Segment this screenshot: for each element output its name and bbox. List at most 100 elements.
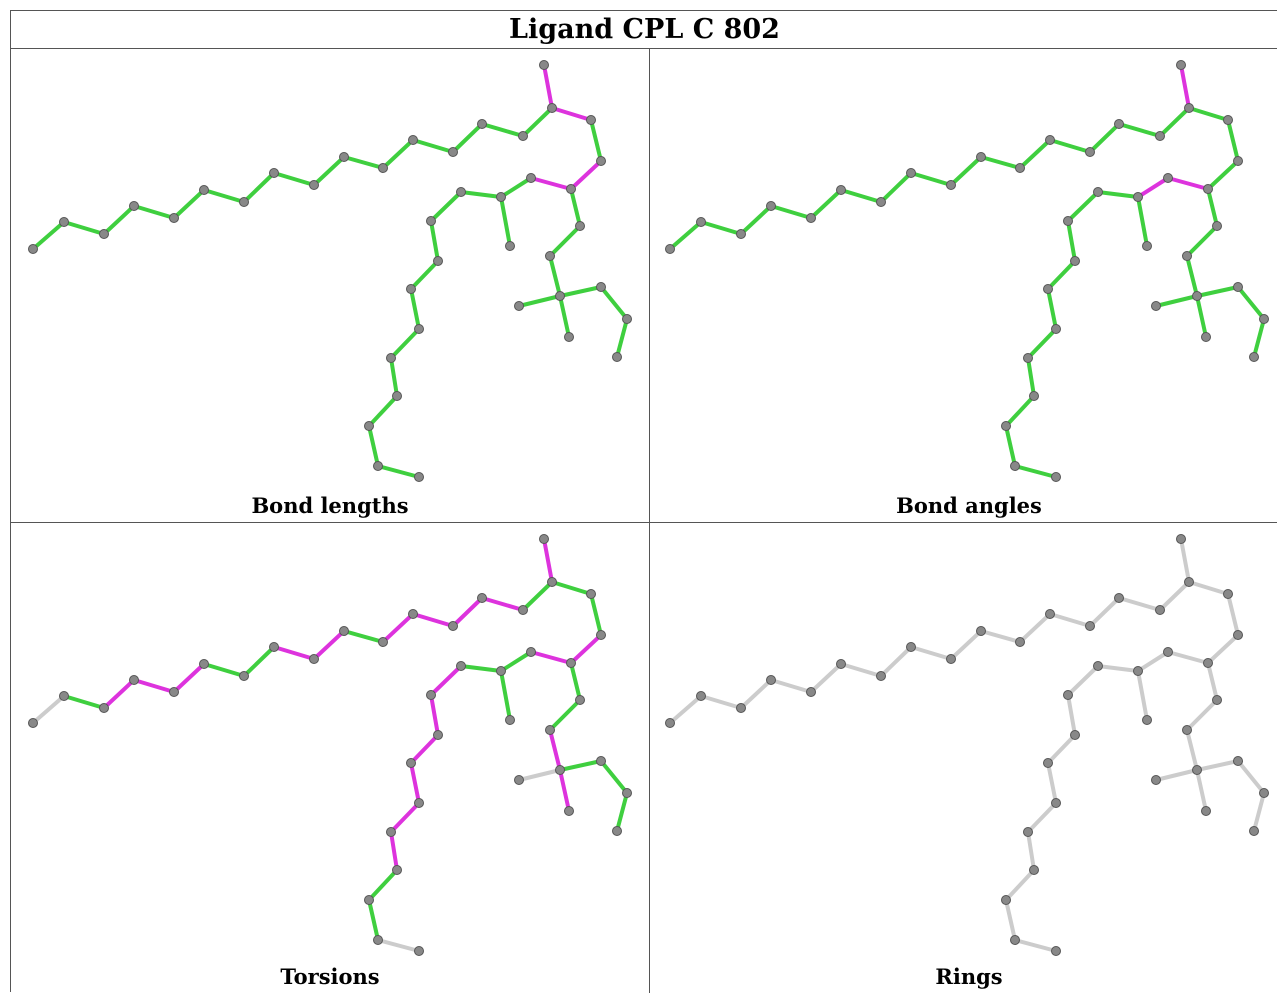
atom	[408, 135, 418, 145]
atom	[586, 589, 596, 599]
atom	[736, 229, 746, 239]
atom	[1155, 605, 1165, 615]
bond	[102, 678, 136, 710]
atom	[1233, 156, 1243, 166]
atom	[129, 201, 139, 211]
bond	[367, 394, 399, 428]
atom	[526, 647, 536, 657]
atom	[1259, 314, 1269, 324]
bond	[480, 596, 525, 612]
atom	[596, 630, 606, 640]
atom	[906, 168, 916, 178]
atom	[1201, 332, 1211, 342]
atom	[1249, 826, 1259, 836]
atom	[1151, 775, 1161, 785]
atom	[1015, 163, 1025, 173]
atom	[309, 654, 319, 664]
bond	[1166, 176, 1210, 191]
atom	[1045, 609, 1055, 619]
bond	[1236, 759, 1266, 795]
atom	[906, 642, 916, 652]
atom	[1051, 798, 1061, 808]
bond	[1018, 138, 1052, 170]
bond	[1185, 728, 1199, 772]
atom	[946, 180, 956, 190]
atom	[766, 201, 776, 211]
atom	[1063, 216, 1073, 226]
bond	[389, 801, 421, 834]
atom	[406, 284, 416, 294]
atom	[456, 661, 466, 671]
bond	[429, 219, 440, 263]
atom	[406, 758, 416, 768]
atom	[622, 788, 632, 798]
bond	[376, 464, 421, 479]
atom	[696, 217, 706, 227]
bond	[589, 118, 603, 163]
atom	[665, 718, 675, 728]
bond	[1252, 317, 1266, 359]
atom	[392, 391, 402, 401]
atom	[612, 826, 622, 836]
bond	[1185, 254, 1199, 298]
bond	[1088, 122, 1121, 154]
bond	[550, 580, 593, 596]
bond	[1226, 118, 1240, 163]
atom	[575, 695, 585, 705]
bond	[172, 662, 206, 694]
bond	[558, 285, 603, 298]
atom	[1015, 637, 1025, 647]
atom	[1182, 725, 1192, 735]
bond	[1195, 759, 1240, 772]
bond	[132, 678, 176, 694]
bond	[367, 898, 380, 942]
atom	[339, 152, 349, 162]
caption-torsions: Torsions	[280, 964, 380, 989]
bond	[589, 592, 603, 637]
atom	[1192, 765, 1202, 775]
bond	[451, 122, 484, 154]
bond	[1195, 294, 1208, 339]
atom	[596, 282, 606, 292]
bond	[1018, 612, 1052, 644]
bond	[409, 259, 440, 291]
atom	[1212, 695, 1222, 705]
bond	[272, 645, 316, 661]
bond	[1158, 106, 1191, 138]
atom	[28, 718, 38, 728]
bond	[499, 669, 512, 722]
atom	[309, 180, 319, 190]
atom	[378, 637, 388, 647]
bond	[1117, 122, 1162, 138]
bond	[1226, 592, 1240, 637]
atom	[1203, 184, 1213, 194]
atom	[414, 324, 424, 334]
atom	[1043, 284, 1053, 294]
atom	[665, 244, 675, 254]
atom	[1223, 115, 1233, 125]
atom	[736, 703, 746, 713]
atom	[976, 626, 986, 636]
bond	[769, 204, 813, 220]
bond	[615, 317, 629, 359]
bond	[272, 171, 316, 187]
bond	[1195, 768, 1208, 813]
bond	[1066, 190, 1100, 223]
bond	[809, 662, 843, 694]
bond	[499, 176, 533, 199]
bond	[409, 761, 421, 805]
atom	[1051, 946, 1061, 956]
atom	[364, 895, 374, 905]
atom	[545, 725, 555, 735]
bond	[548, 698, 582, 732]
bond	[550, 106, 593, 122]
bond	[429, 693, 440, 737]
atom	[477, 593, 487, 603]
bond	[1026, 327, 1058, 360]
bond	[839, 188, 883, 204]
panel-rings: Rings	[650, 523, 1277, 993]
bond	[1185, 224, 1219, 258]
atom	[596, 156, 606, 166]
bond	[521, 580, 554, 612]
atom	[766, 675, 776, 685]
